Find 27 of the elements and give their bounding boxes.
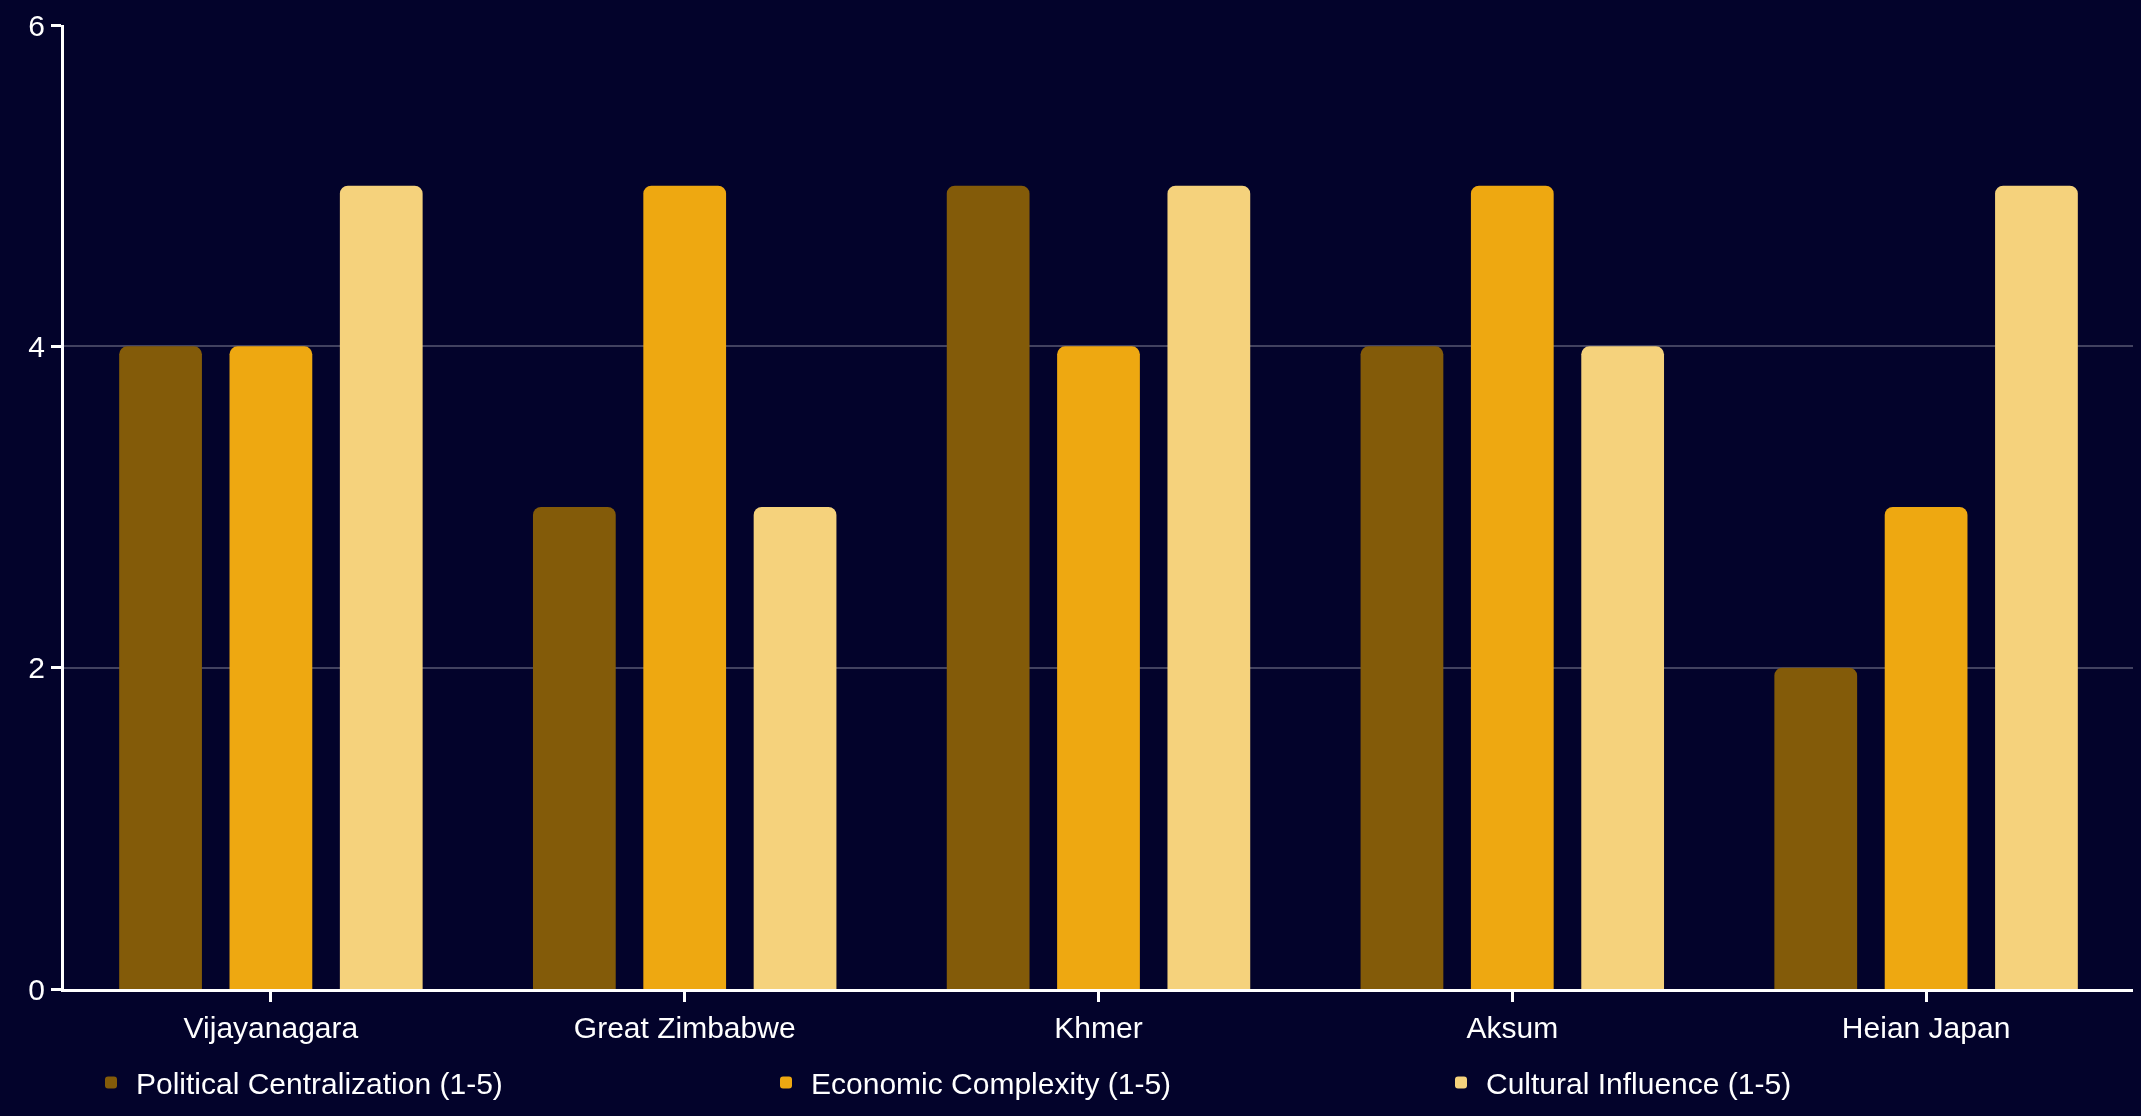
bar [1884,507,1968,989]
legend-label: Political Centralization (1-5) [136,1067,503,1101]
bar [1995,185,2078,989]
bar [1470,185,1554,989]
bar [1167,185,1251,989]
legend-label: Economic Complexity (1-5) [811,1067,1172,1101]
x-tick-label: Aksum [1466,1011,1559,1044]
x-tick-label: Vijayanagara [183,1011,359,1044]
bar [1774,667,1858,989]
bar [753,507,837,989]
bar [1581,346,1665,989]
y-tick-label: 0 [28,972,45,1006]
x-tick-label: Heian Japan [1841,1011,2011,1044]
x-tick-label: Great Zimbabwe [573,1011,796,1044]
bar [643,185,727,989]
y-tick-label: 2 [28,651,45,685]
bar [1057,346,1140,989]
bar [339,185,423,989]
y-tick-label: 6 [28,8,45,42]
legend-label: Cultural Influence (1-5) [1486,1067,1792,1101]
bar [229,346,313,989]
bar [532,507,616,989]
bar [119,346,202,989]
y-tick-label: 4 [28,329,45,363]
x-tick-label: Khmer [1054,1011,1143,1044]
bar [1360,346,1444,989]
bar [946,185,1030,989]
